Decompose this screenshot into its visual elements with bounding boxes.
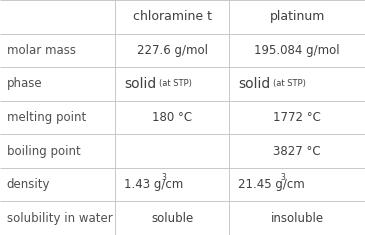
Text: solid: solid: [238, 77, 270, 91]
Text: solid: solid: [124, 77, 156, 91]
Text: density: density: [7, 178, 50, 191]
Text: 3: 3: [162, 173, 167, 182]
Text: 1.43 g/cm: 1.43 g/cm: [124, 178, 183, 191]
Text: (at STP): (at STP): [273, 79, 306, 88]
Text: 21.45 g/cm: 21.45 g/cm: [238, 178, 305, 191]
Text: 195.084 g/mol: 195.084 g/mol: [254, 44, 340, 57]
Text: 3827 °C: 3827 °C: [273, 145, 321, 158]
Text: chloramine t: chloramine t: [132, 10, 212, 23]
Text: phase: phase: [7, 77, 42, 90]
Text: platinum: platinum: [269, 10, 325, 23]
Text: 3: 3: [280, 173, 285, 182]
Text: 227.6 g/mol: 227.6 g/mol: [137, 44, 208, 57]
Text: solubility in water: solubility in water: [7, 212, 112, 225]
Text: boiling point: boiling point: [7, 145, 80, 158]
Text: (at STP): (at STP): [159, 79, 192, 88]
Text: melting point: melting point: [7, 111, 86, 124]
Text: insoluble: insoluble: [270, 212, 324, 225]
Text: molar mass: molar mass: [7, 44, 76, 57]
Text: 1772 °C: 1772 °C: [273, 111, 321, 124]
Text: soluble: soluble: [151, 212, 193, 225]
Text: 180 °C: 180 °C: [152, 111, 192, 124]
